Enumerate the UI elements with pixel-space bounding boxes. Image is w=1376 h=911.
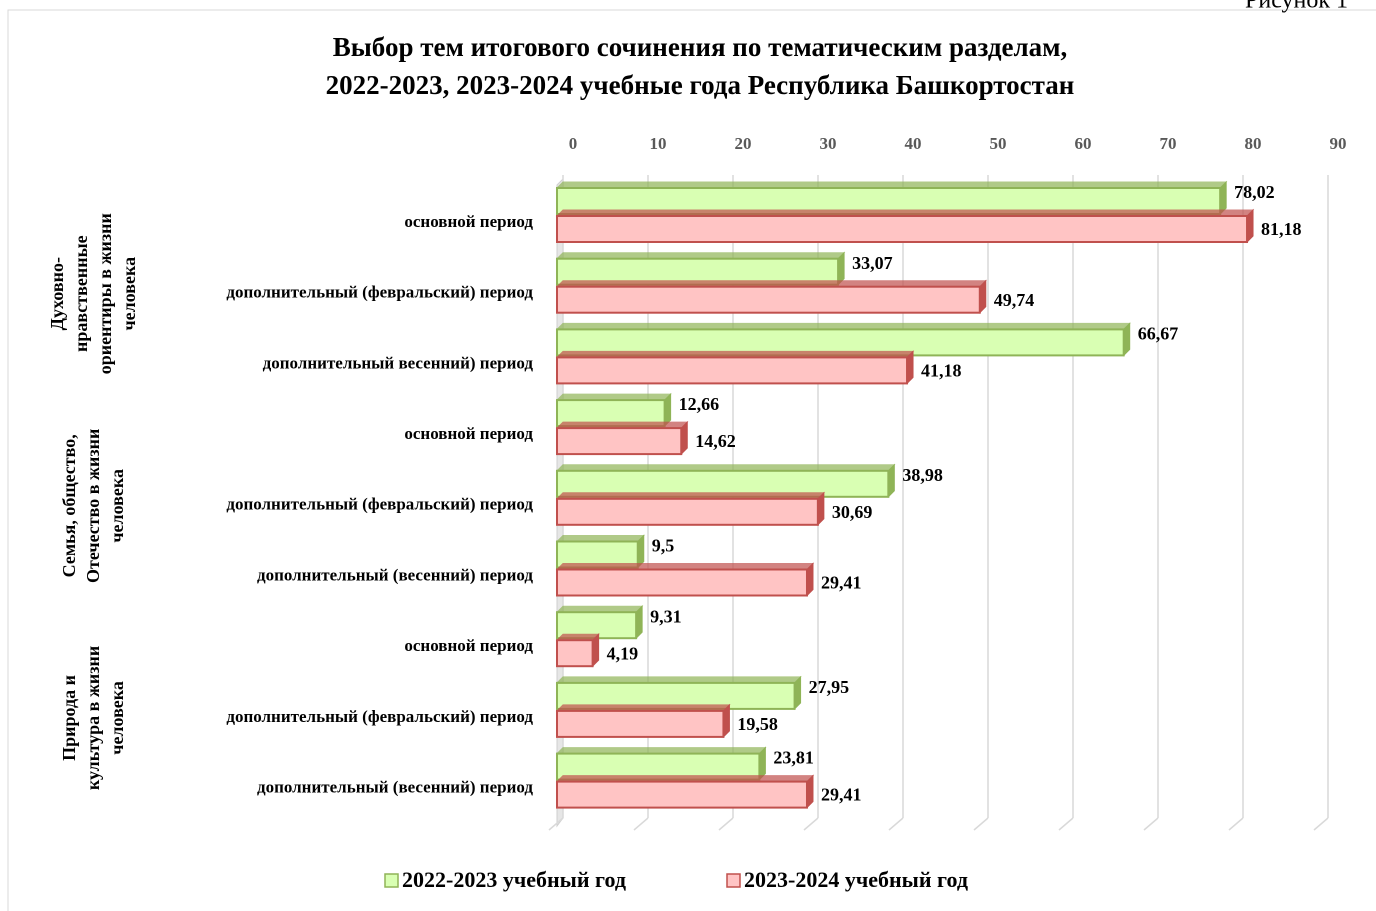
chart-title: 2022-2023, 2023-2024 учебные года Респуб… xyxy=(326,70,1075,100)
x-tick-label: 0 xyxy=(569,134,578,153)
bar-3d xyxy=(555,350,915,385)
figure-caption: Рисунок 1 xyxy=(1245,0,1348,14)
group-label: нравственные xyxy=(71,235,91,352)
data-label: 30,69 xyxy=(832,502,873,522)
data-label: 12,66 xyxy=(679,394,720,414)
bar-3d xyxy=(555,774,815,809)
group-label: Семья, общество, xyxy=(59,434,79,577)
y-tick-label: дополнительный (февральский) период xyxy=(226,707,533,726)
data-label: 14,62 xyxy=(695,431,736,451)
bar-3d xyxy=(555,746,767,781)
y-tick-label: дополнительный весенний) период xyxy=(263,353,534,372)
legend-swatch xyxy=(726,873,741,888)
grid-line-floor xyxy=(1058,817,1074,831)
x-tick-label: 30 xyxy=(820,134,837,153)
data-label: 19,58 xyxy=(737,714,778,734)
x-tick-label: 20 xyxy=(735,134,752,153)
bar-3d xyxy=(555,251,846,286)
x-tick-label: 70 xyxy=(1160,134,1177,153)
bar xyxy=(556,215,1249,243)
grid-line-floor xyxy=(718,817,734,831)
bar-3d xyxy=(555,279,987,314)
data-label: 33,07 xyxy=(852,253,893,273)
legend-label: 2022-2023 учебный год xyxy=(402,867,626,892)
grid-line-floor xyxy=(1228,817,1244,831)
group-label: человека xyxy=(107,681,127,755)
bar xyxy=(556,427,683,456)
x-tick-label: 40 xyxy=(905,134,922,153)
chart-title: Выбор тем итогового сочинения по тематич… xyxy=(333,32,1068,62)
bar xyxy=(556,639,594,668)
grid-line-floor xyxy=(973,817,989,831)
x-tick-label: 10 xyxy=(650,134,667,153)
grid-line-floor xyxy=(1143,817,1159,831)
group-label: человека xyxy=(119,257,139,331)
group-label: культура в жизни xyxy=(83,646,103,790)
bar-3d xyxy=(555,604,644,640)
bar-3d xyxy=(555,562,815,597)
bar xyxy=(556,497,819,526)
grid-line-floor xyxy=(1313,817,1329,831)
group-label: Природа и xyxy=(59,675,79,761)
y-tick-label: основной период xyxy=(404,212,533,231)
grid-line-floor xyxy=(803,817,819,831)
y-tick-label: дополнительный (весенний) период xyxy=(257,565,533,584)
y-tick-label: основной период xyxy=(404,636,533,655)
bar-3d xyxy=(555,675,802,711)
x-tick-label: 60 xyxy=(1075,134,1092,153)
bar xyxy=(556,285,981,314)
y-tick-label: основной период xyxy=(404,424,533,443)
grid-line-floor xyxy=(633,817,649,831)
bar-3d xyxy=(555,463,896,499)
y-tick-label: дополнительный (февральский) период xyxy=(226,283,533,302)
data-label: 41,18 xyxy=(921,361,962,381)
bar-3d xyxy=(555,534,645,569)
data-label: 29,41 xyxy=(821,573,862,593)
bar xyxy=(556,709,725,738)
data-label: 4,19 xyxy=(607,643,639,663)
x-tick-label: 90 xyxy=(1330,134,1347,153)
bar-3d xyxy=(555,322,1131,357)
data-label: 78,02 xyxy=(1234,182,1275,202)
bar-3d xyxy=(555,392,672,428)
data-label: 49,74 xyxy=(994,290,1035,310)
data-label: 29,41 xyxy=(821,785,862,805)
bar-3d xyxy=(555,180,1228,216)
data-label: 66,67 xyxy=(1138,324,1179,344)
group-label: Отечество в жизни xyxy=(83,429,103,583)
data-label: 9,5 xyxy=(652,536,675,556)
group-label: ориентиры в жизни xyxy=(95,213,115,374)
group-label: Духовно- xyxy=(47,257,67,330)
data-label: 81,18 xyxy=(1261,219,1302,239)
y-tick-label: дополнительный (весенний) период xyxy=(257,778,533,797)
bar xyxy=(556,568,808,597)
x-tick-label: 80 xyxy=(1245,134,1262,153)
bar-3d xyxy=(555,491,826,527)
grid-line-floor xyxy=(888,817,904,831)
bar xyxy=(556,780,808,809)
bar-3d xyxy=(555,208,1255,244)
y-tick-label: дополнительный (февральский) период xyxy=(226,495,533,514)
data-label: 9,31 xyxy=(650,606,682,626)
data-label: 23,81 xyxy=(773,748,814,768)
data-label: 27,95 xyxy=(809,677,850,697)
bar xyxy=(556,356,909,385)
bar-3d xyxy=(555,632,600,668)
grid-line-floor xyxy=(548,817,564,831)
legend-label: 2023-2024 учебный год xyxy=(744,867,968,892)
legend-swatch xyxy=(384,873,399,888)
x-tick-label: 50 xyxy=(990,134,1007,153)
bar-3d xyxy=(555,420,689,456)
data-label: 38,98 xyxy=(902,465,943,485)
bar-3d xyxy=(555,703,731,739)
group-label: человека xyxy=(107,469,127,543)
